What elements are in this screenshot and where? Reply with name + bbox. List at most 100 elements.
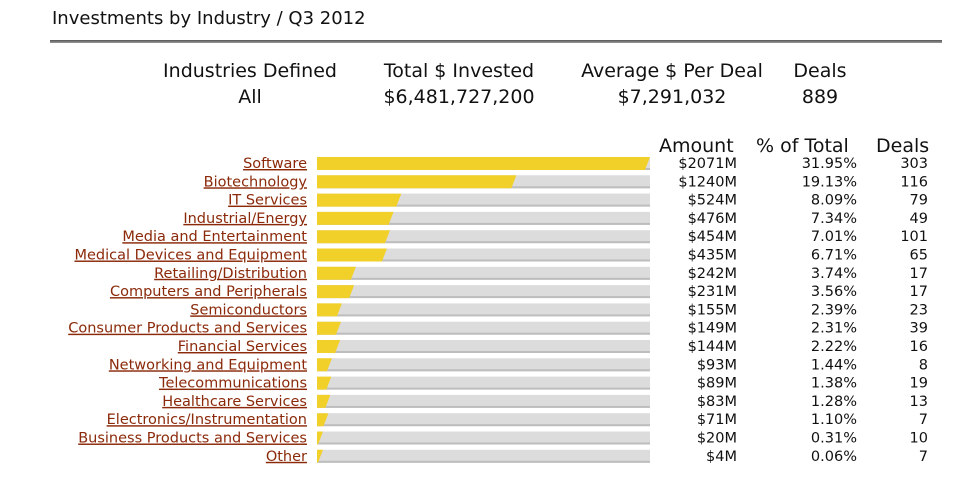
bar-track-computers-and-peripherals bbox=[317, 285, 650, 299]
category-link-computers-and-peripherals[interactable]: Computers and Peripherals bbox=[110, 284, 307, 300]
bar-track-retailing-distribution bbox=[317, 266, 650, 280]
amount-label-consumer-products-and-services: $149M bbox=[688, 321, 737, 337]
deals-label-semiconductors: 23 bbox=[910, 302, 928, 318]
summary-industries: Industries Defined All bbox=[150, 58, 350, 110]
category-link-business-products-and-services[interactable]: Business Products and Services bbox=[78, 431, 307, 447]
bar-track-shadow-industrial-energy bbox=[317, 222, 650, 225]
bar-track-medical-devices-and-equipment bbox=[317, 248, 650, 262]
percent-label-business-products-and-services: 0.31% bbox=[811, 431, 857, 447]
amount-label-electronics-instrumentation: $71M bbox=[697, 412, 737, 428]
category-link-telecommunications[interactable]: Telecommunications bbox=[158, 376, 307, 392]
deals-label-retailing-distribution: 17 bbox=[910, 266, 928, 282]
bar-track-media-and-entertainment bbox=[317, 230, 650, 244]
category-link-medical-devices-and-equipment[interactable]: Medical Devices and Equipment bbox=[74, 248, 307, 264]
bar-healthcare-services bbox=[317, 394, 331, 408]
deals-label-financial-services: 16 bbox=[910, 339, 928, 355]
amount-label-other: $4M bbox=[706, 449, 737, 465]
bar-networking-and-equipment bbox=[317, 358, 332, 372]
percent-label-computers-and-peripherals: 3.56% bbox=[811, 284, 857, 300]
bar-track-networking-and-equipment bbox=[317, 358, 650, 372]
bar-it-services bbox=[317, 193, 402, 207]
bar-track-shadow-healthcare-services bbox=[317, 405, 650, 408]
bar-other bbox=[317, 449, 323, 463]
percent-label-healthcare-services: 1.28% bbox=[811, 394, 857, 410]
bar-track-healthcare-services bbox=[317, 394, 650, 408]
amount-column-header: Amount bbox=[659, 135, 734, 157]
percent-label-medical-devices-and-equipment: 6.71% bbox=[811, 248, 857, 264]
bar-retailing-distribution bbox=[317, 266, 356, 280]
deals-value: 889 bbox=[801, 86, 839, 108]
deals-label-biotechnology: 116 bbox=[900, 174, 928, 190]
percent-label-networking-and-equipment: 1.44% bbox=[811, 357, 857, 373]
deals-label-business-products-and-services: 10 bbox=[910, 431, 928, 447]
percent-label-telecommunications: 1.38% bbox=[811, 376, 857, 392]
category-link-retailing-distribution[interactable]: Retailing/Distribution bbox=[154, 266, 307, 282]
total-invested-label: Total $ Invested bbox=[383, 60, 535, 82]
category-link-industrial-energy[interactable]: Industrial/Energy bbox=[183, 211, 307, 227]
amount-label-software: $2071M bbox=[678, 156, 737, 172]
deals-label-computers-and-peripherals: 17 bbox=[910, 284, 928, 300]
bar-track-shadow-networking-and-equipment bbox=[317, 369, 650, 372]
category-link-consumer-products-and-services[interactable]: Consumer Products and Services bbox=[68, 321, 307, 337]
category-link-semiconductors[interactable]: Semiconductors bbox=[190, 302, 307, 318]
amount-label-retailing-distribution: $242M bbox=[688, 266, 737, 282]
bar-track-other bbox=[317, 449, 650, 463]
bar-electronics-instrumentation bbox=[317, 413, 329, 427]
summary-average-per-deal: Average $ Per Deal $7,291,032 bbox=[566, 58, 778, 110]
deals-label-networking-and-equipment: 8 bbox=[919, 357, 928, 373]
bar-track-shadow-business-products-and-services bbox=[317, 442, 650, 445]
bar-medical-devices-and-equipment bbox=[317, 248, 387, 262]
category-link-software[interactable]: Software bbox=[243, 156, 307, 172]
bar-track-shadow-electronics-instrumentation bbox=[317, 424, 650, 427]
bar-track-shadow-consumer-products-and-services bbox=[317, 332, 650, 335]
deals-label-media-and-entertainment: 101 bbox=[900, 229, 928, 245]
amount-label-biotechnology: $1240M bbox=[678, 174, 737, 190]
bar-computers-and-peripherals bbox=[317, 285, 355, 299]
page-title: Investments by Industry / Q3 2012 bbox=[52, 8, 366, 29]
percent-label-media-and-entertainment: 7.01% bbox=[811, 229, 857, 245]
summary-total-invested: Total $ Invested $6,481,727,200 bbox=[366, 58, 552, 110]
category-link-financial-services[interactable]: Financial Services bbox=[178, 339, 307, 355]
amount-label-industrial-energy: $476M bbox=[688, 211, 737, 227]
category-link-media-and-entertainment[interactable]: Media and Entertainment bbox=[122, 229, 307, 245]
category-link-biotechnology[interactable]: Biotechnology bbox=[204, 174, 308, 190]
deals-label-other: 7 bbox=[919, 449, 928, 465]
percent-label-financial-services: 2.22% bbox=[811, 339, 857, 355]
category-link-healthcare-services[interactable]: Healthcare Services bbox=[162, 394, 307, 410]
deals-label-medical-devices-and-equipment: 65 bbox=[910, 248, 928, 264]
industries-value: All bbox=[238, 86, 262, 108]
deals-label-healthcare-services: 13 bbox=[910, 394, 928, 410]
bar-track-shadow-financial-services bbox=[317, 351, 650, 353]
bar-software bbox=[317, 157, 650, 170]
amount-label-semiconductors: $155M bbox=[688, 302, 737, 318]
percent-label-retailing-distribution: 3.74% bbox=[811, 266, 857, 282]
bar-track-it-services bbox=[317, 193, 650, 207]
category-link-networking-and-equipment[interactable]: Networking and Equipment bbox=[109, 357, 307, 373]
amount-label-it-services: $524M bbox=[688, 193, 737, 209]
percent-label-electronics-instrumentation: 1.10% bbox=[811, 412, 857, 428]
percent-label-industrial-energy: 7.34% bbox=[811, 211, 857, 227]
deals-label-consumer-products-and-services: 39 bbox=[910, 321, 928, 337]
average-per-deal-value: $7,291,032 bbox=[617, 86, 727, 108]
deals-label-software: 303 bbox=[900, 156, 928, 172]
percent-label-biotechnology: 19.13% bbox=[802, 174, 857, 190]
deals-label-electronics-instrumentation: 7 bbox=[919, 412, 928, 428]
deals-column-header: Deals bbox=[876, 135, 930, 157]
bar-consumer-products-and-services bbox=[317, 321, 341, 335]
average-per-deal-label: Average $ Per Deal bbox=[581, 60, 763, 82]
amount-label-healthcare-services: $83M bbox=[697, 394, 737, 410]
bar-track-consumer-products-and-services bbox=[317, 321, 650, 335]
bar-financial-services bbox=[317, 340, 341, 353]
amount-label-media-and-entertainment: $454M bbox=[688, 229, 737, 245]
bar-semiconductors bbox=[317, 303, 342, 317]
category-link-other[interactable]: Other bbox=[266, 449, 307, 465]
percent-label-it-services: 8.09% bbox=[811, 193, 857, 209]
category-link-electronics-instrumentation[interactable]: Electronics/Instrumentation bbox=[107, 412, 307, 428]
category-link-it-services[interactable]: IT Services bbox=[228, 193, 307, 209]
bar-industrial-energy bbox=[317, 211, 394, 225]
deals-label-telecommunications: 19 bbox=[910, 376, 928, 392]
amount-label-financial-services: $144M bbox=[688, 339, 737, 355]
bar-track-semiconductors bbox=[317, 303, 650, 317]
amount-label-medical-devices-and-equipment: $435M bbox=[688, 248, 737, 264]
